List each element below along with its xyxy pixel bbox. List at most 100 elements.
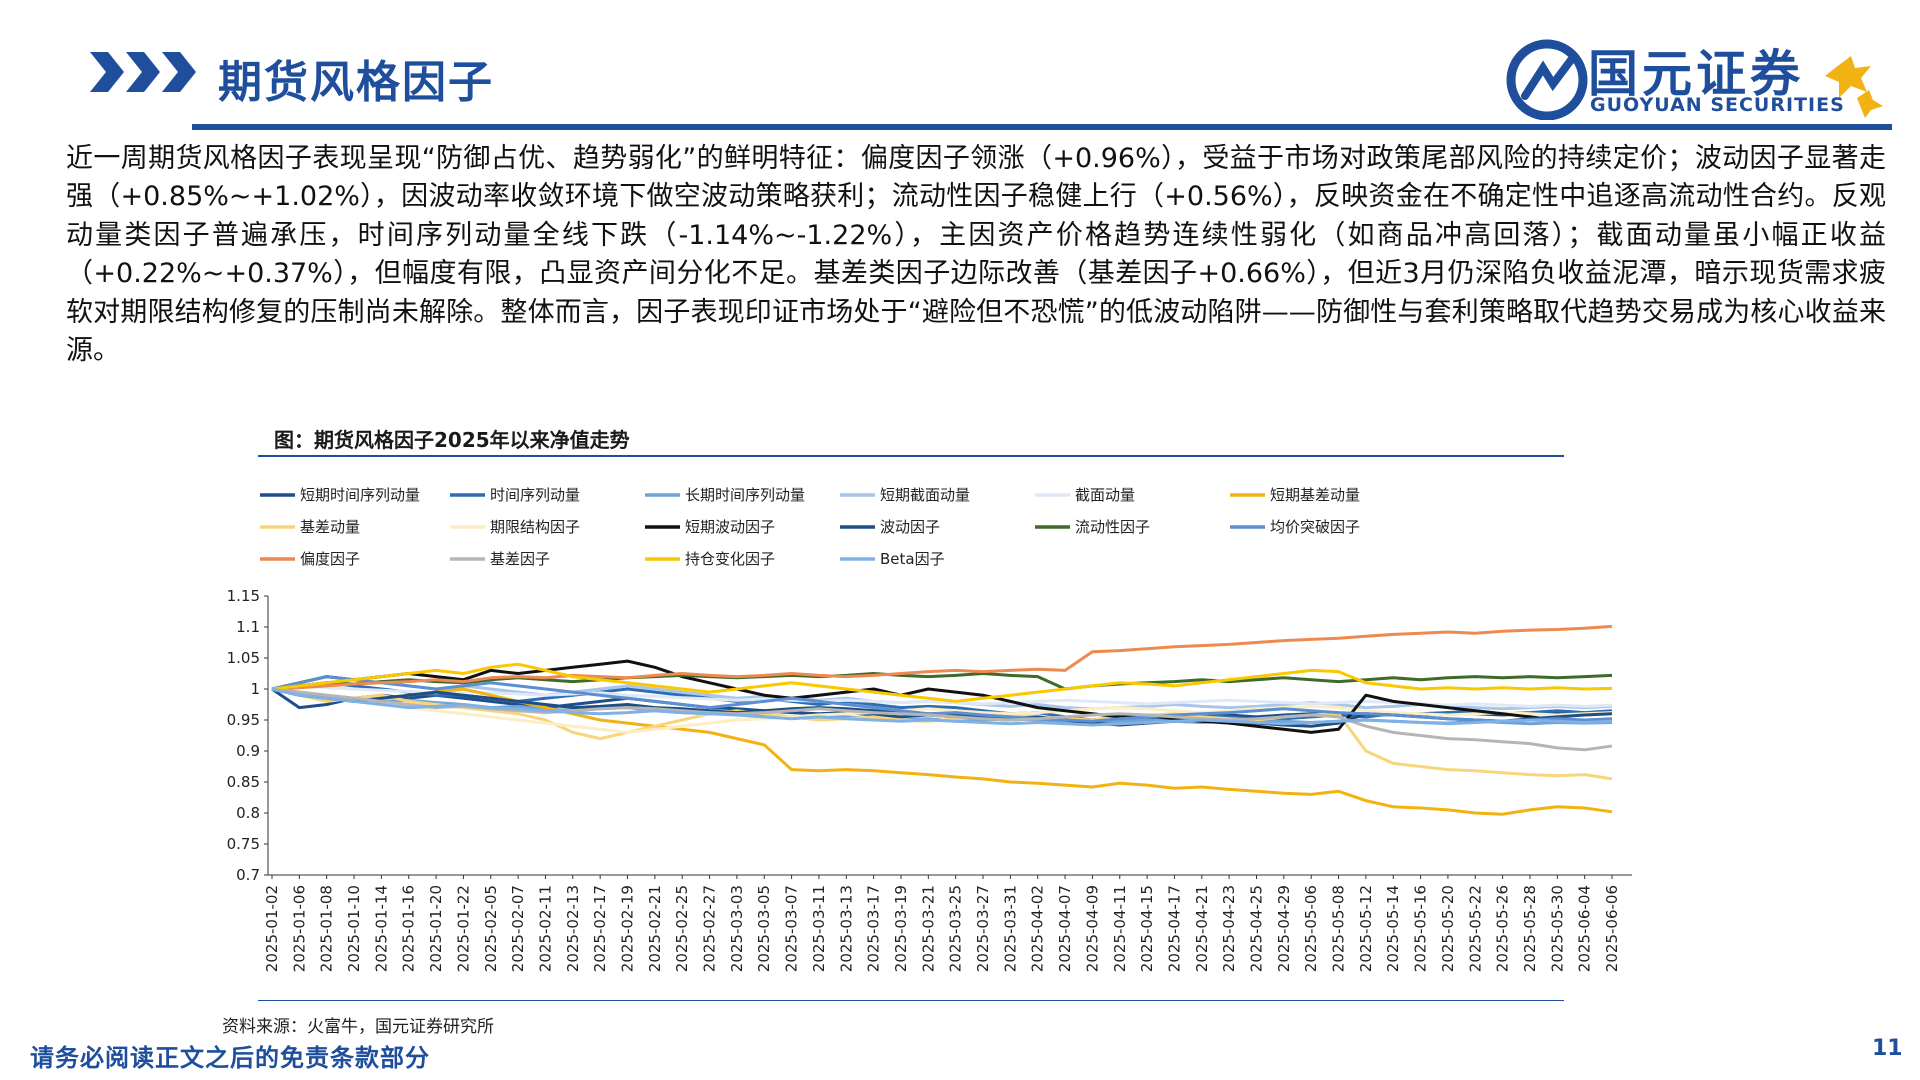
y-tick-label: 1 — [250, 680, 260, 698]
legend-label: 短期截面动量 — [880, 486, 970, 504]
legend-label: 偏度因子 — [300, 550, 360, 568]
x-tick-label: 2025-04-11 — [1111, 885, 1129, 972]
y-tick-label: 1.1 — [236, 618, 260, 636]
legend-item: 短期截面动量 — [840, 486, 970, 504]
x-tick-label: 2025-05-12 — [1357, 885, 1375, 972]
legend-item: 短期波动因子 — [645, 518, 775, 536]
series-line — [271, 687, 1613, 734]
x-tick-label: 2025-01-08 — [318, 885, 336, 972]
legend-label: 流动性因子 — [1075, 518, 1150, 536]
x-tick-label: 2025-03-21 — [919, 885, 937, 972]
series-line — [271, 662, 1613, 703]
series-line — [271, 659, 1613, 734]
summary-paragraph: 近一周期货风格因子表现呈现“防御占优、趋势弱化”的鲜明特征：偏度因子领涨（+0.… — [66, 143, 1886, 367]
legend-item: 流动性因子 — [1035, 518, 1150, 536]
legend-label: 时间序列动量 — [490, 486, 580, 504]
series-line — [271, 687, 1613, 727]
legend-item: 时间序列动量 — [450, 486, 580, 504]
net-value-line-chart: 短期时间序列动量 时间序列动量 长期时间序列动量 短期截面动量 截面动量 短期基差动量基差… — [227, 486, 1632, 972]
x-tick-label: 2025-05-14 — [1384, 885, 1402, 972]
y-tick-label: 0.75 — [227, 835, 260, 853]
legend-item: 均价突破因子 — [1230, 518, 1360, 536]
y-tick-label: 1.15 — [227, 587, 260, 605]
legend-label: 基差因子 — [490, 550, 550, 568]
x-tick-label: 2025-03-07 — [783, 885, 801, 972]
x-tick-label: 2025-06-06 — [1603, 885, 1621, 972]
x-tick-label: 2025-01-02 — [263, 885, 281, 972]
y-tick-label: 0.8 — [236, 804, 260, 822]
disclaimer-note: 请务必阅读正文之后的免责条款部分 — [30, 1044, 430, 1072]
x-tick-label: 2025-05-26 — [1494, 885, 1512, 972]
legend-label: 长期时间序列动量 — [685, 486, 805, 504]
x-tick-label: 2025-05-08 — [1330, 885, 1348, 972]
y-tick-label: 0.95 — [227, 711, 260, 729]
x-tick-label: 2025-01-22 — [454, 885, 472, 972]
x-tick-label: 2025-03-03 — [728, 885, 746, 972]
x-tick-label: 2025-04-17 — [1165, 885, 1183, 972]
legend-label: 持仓变化因子 — [685, 550, 775, 568]
legend-label: 短期基差动量 — [1270, 486, 1360, 504]
logo-text-cn: 国元证券 — [1588, 45, 1804, 103]
x-tick-label: 2025-05-20 — [1439, 885, 1457, 972]
legend-label: 截面动量 — [1075, 486, 1135, 504]
x-tick-label: 2025-03-05 — [755, 885, 773, 972]
x-tick-label: 2025-02-25 — [673, 885, 691, 972]
x-tick-label: 2025-02-19 — [619, 885, 637, 972]
figure-top-rule — [258, 455, 1564, 457]
x-tick-label: 2025-04-25 — [1247, 885, 1265, 972]
figure-bottom-rule — [258, 1000, 1564, 1001]
guoyuan-logo-icon — [1506, 39, 1883, 120]
x-tick-label: 2025-02-05 — [482, 885, 500, 972]
figure-title: 图：期货风格因子2025年以来净值走势 — [274, 428, 630, 452]
x-tick-label: 2025-02-13 — [564, 885, 582, 972]
legend-item: 短期时间序列动量 — [260, 486, 420, 504]
x-tick-label: 2025-04-21 — [1193, 885, 1211, 972]
legend-label: 短期时间序列动量 — [300, 486, 420, 504]
x-tick-label: 2025-04-29 — [1275, 885, 1293, 972]
legend-label: Beta因子 — [880, 550, 945, 568]
x-tick-label: 2025-04-15 — [1138, 885, 1156, 972]
x-tick-label: 2025-05-06 — [1302, 885, 1320, 972]
x-tick-label: 2025-02-27 — [701, 885, 719, 972]
x-tick-label: 2025-01-14 — [372, 885, 390, 972]
y-tick-label: 0.85 — [227, 773, 260, 791]
x-tick-label: 2025-05-30 — [1548, 885, 1566, 972]
x-tick-label: 2025-03-17 — [865, 885, 883, 972]
x-tick-label: 2025-03-27 — [974, 885, 992, 972]
y-tick-label: 0.9 — [236, 742, 260, 760]
series-line — [271, 672, 1613, 691]
legend-label: 均价突破因子 — [1270, 518, 1360, 536]
x-tick-label: 2025-03-25 — [947, 885, 965, 972]
x-tick-label: 2025-04-09 — [1083, 885, 1101, 972]
x-tick-label: 2025-04-23 — [1220, 885, 1238, 972]
x-tick-label: 2025-02-17 — [591, 885, 609, 972]
page-number: 11 — [1872, 1036, 1903, 1061]
x-tick-label: 2025-02-07 — [509, 885, 527, 972]
header-divider — [192, 124, 1892, 130]
x-tick-label: 2025-05-28 — [1521, 885, 1539, 972]
x-tick-label: 2025-04-02 — [1029, 885, 1047, 972]
x-tick-label: 2025-06-04 — [1576, 885, 1594, 972]
x-tick-label: 2025-04-07 — [1056, 885, 1074, 972]
x-tick-label: 2025-01-06 — [290, 885, 308, 972]
x-tick-label: 2025-03-11 — [810, 885, 828, 972]
legend-item: 长期时间序列动量 — [645, 486, 805, 504]
x-tick-label: 2025-03-31 — [1001, 885, 1019, 972]
legend-item: 偏度因子 — [260, 550, 360, 568]
legend-label: 基差动量 — [300, 518, 360, 536]
x-tick-label: 2025-01-20 — [427, 885, 445, 972]
legend-item: 基差动量 — [260, 518, 360, 536]
legend-item: 期限结构因子 — [450, 518, 580, 536]
header-arrows-icon — [90, 52, 196, 92]
series-line — [271, 687, 1613, 816]
x-tick-label: 2025-05-16 — [1412, 885, 1430, 972]
page-title: 期货风格因子 — [218, 57, 494, 108]
series-line — [271, 675, 1613, 723]
legend-item: 持仓变化因子 — [645, 550, 775, 568]
legend-item: 短期基差动量 — [1230, 486, 1360, 504]
logo-text-en: GUOYUAN SECURITIES — [1590, 94, 1845, 116]
legend-label: 期限结构因子 — [490, 518, 580, 536]
x-tick-label: 2025-01-10 — [345, 885, 363, 972]
legend-item: 波动因子 — [840, 518, 940, 536]
x-tick-label: 2025-01-16 — [400, 885, 418, 972]
